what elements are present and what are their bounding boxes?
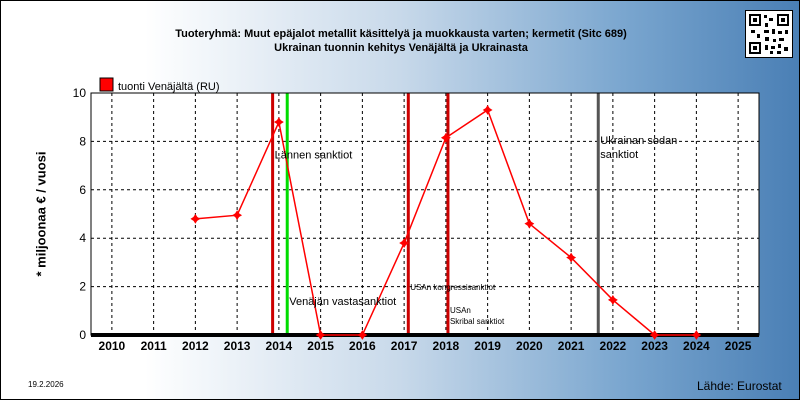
x-tick-label: 2012 (182, 339, 209, 353)
data-point (649, 330, 660, 340)
data-point (315, 330, 326, 340)
x-tick-label: 2016 (349, 339, 376, 353)
x-tick-label: 2023 (641, 339, 668, 353)
data-point (691, 330, 702, 340)
x-tick-label: 2025 (725, 339, 752, 353)
event-label: Venäjän vastasanktiot (289, 296, 396, 308)
x-tick-label: 2015 (307, 339, 334, 353)
x-tick-label: 2013 (224, 339, 251, 353)
data-point (524, 218, 535, 229)
x-tick-label: 2021 (558, 339, 585, 353)
data-point (190, 213, 201, 224)
y-tick-label: 0 (79, 328, 86, 342)
data-point (399, 238, 410, 248)
legend-label: tuonti Venäjältä (RU) (118, 81, 220, 93)
y-tick-label: 8 (79, 134, 86, 148)
x-tick-label: 2014 (266, 339, 293, 353)
source-label: Lähde: Eurostat (697, 379, 782, 393)
y-tick-label: 10 (73, 86, 87, 100)
chart-date: 19.2.2026 (28, 380, 64, 389)
x-tick-label: 2018 (433, 339, 460, 353)
chart-title-line1: Tuoteryhmä: Muut epäjalot metallit käsit… (175, 28, 627, 40)
event-label: Ukrainan sodan sanktiot (600, 135, 677, 161)
x-tick-label: 2017 (391, 339, 418, 353)
x-tick-label: 2022 (600, 339, 627, 353)
data-point (357, 330, 368, 340)
data-point (273, 117, 284, 127)
x-tick-label: 2019 (474, 339, 501, 353)
event-label: USAn Skribal sanktiot (450, 306, 505, 326)
data-point (607, 294, 618, 305)
x-tick-label: 2011 (141, 339, 167, 353)
qr-code-icon (745, 10, 793, 58)
y-tick-label: 4 (79, 231, 86, 245)
event-label: USAn kongressisanktiot (410, 283, 496, 292)
y-tick-label: 6 (79, 183, 86, 197)
event-label: Lännen sanktiot (275, 149, 353, 161)
data-point (232, 210, 243, 221)
data-point (566, 252, 577, 263)
plot-area (91, 93, 759, 335)
chart-title-line2: Ukrainan tuonnin kehitys Venäjältä ja Uk… (274, 42, 528, 54)
x-tick-label: 2010 (99, 339, 126, 353)
x-tick-label: 2020 (516, 339, 543, 353)
data-point (482, 105, 493, 115)
y-tick-label: 2 (79, 280, 86, 294)
x-tick-label: 2024 (683, 339, 710, 353)
data-point (440, 132, 451, 143)
legend-swatch (99, 77, 114, 92)
